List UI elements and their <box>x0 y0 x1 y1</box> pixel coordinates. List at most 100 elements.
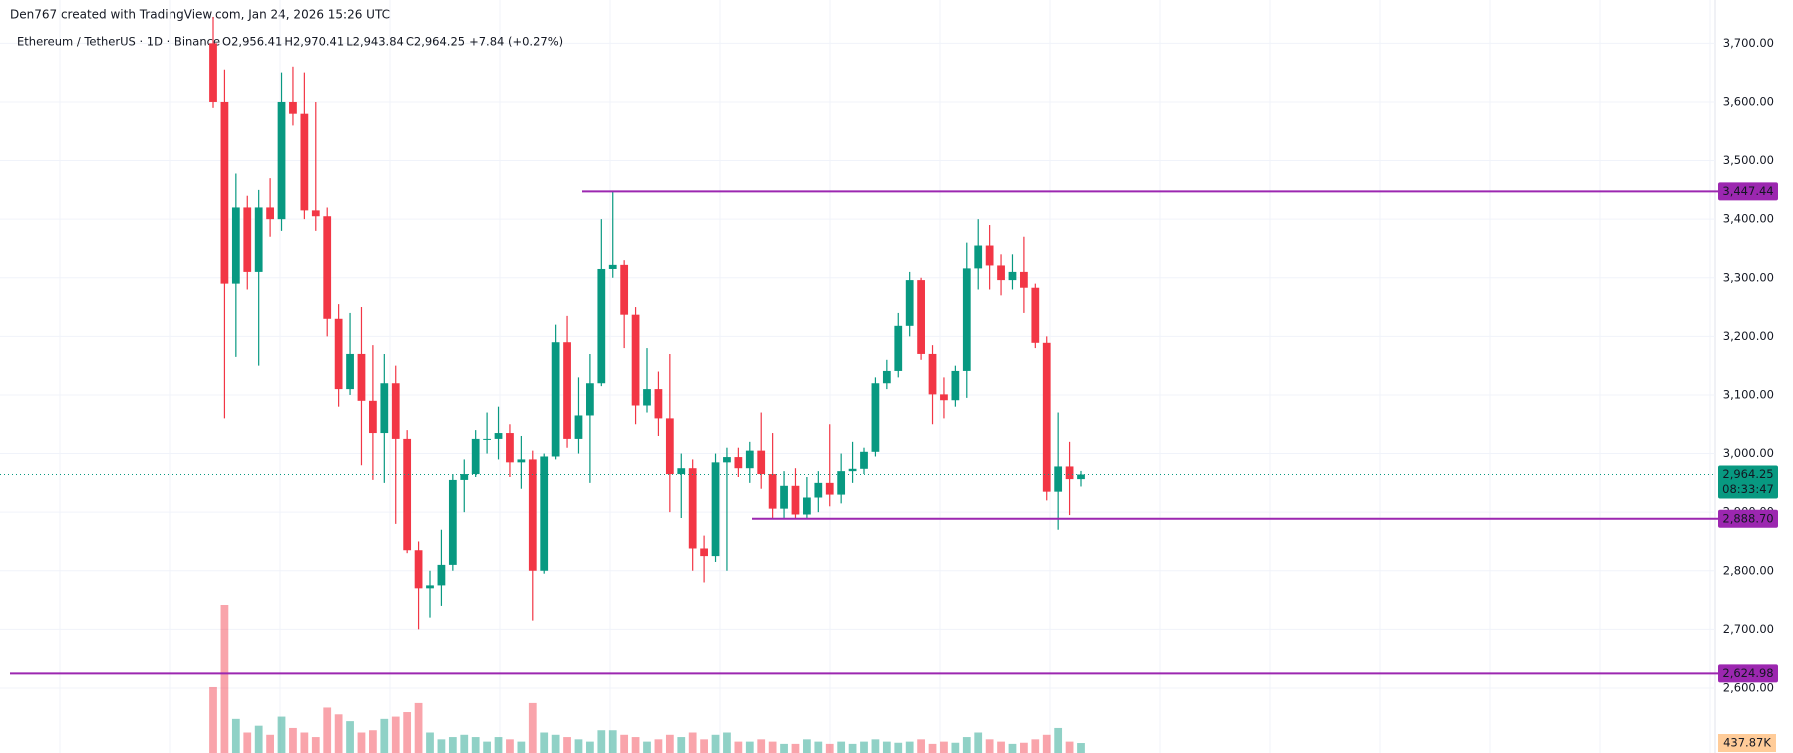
volume-bar <box>677 737 686 753</box>
candle-body <box>403 438 412 551</box>
volume-bar <box>586 741 594 753</box>
candle-body <box>631 314 640 406</box>
candle-body <box>928 353 937 395</box>
y-tick-label: 2,600.00 <box>1723 680 1774 694</box>
candle-body <box>643 389 651 406</box>
candle-body <box>677 468 686 475</box>
candle-body <box>586 383 594 416</box>
volume-bar <box>517 741 526 753</box>
candle-body <box>426 585 434 589</box>
y-tick-label: 3,100.00 <box>1723 387 1774 401</box>
volume-bar <box>391 716 400 753</box>
volume-bar <box>711 734 720 753</box>
volume-bar <box>780 743 788 753</box>
ohlc-value: 2,970.41 <box>293 35 344 49</box>
candle-body <box>597 268 606 384</box>
volume-bar <box>323 707 332 753</box>
candle-body <box>540 456 549 571</box>
candle-body <box>768 474 777 509</box>
volume-bar <box>734 741 743 753</box>
volume-bar <box>631 737 640 753</box>
volume-bar <box>860 741 868 753</box>
candle-body <box>369 400 377 434</box>
volume-bar <box>985 739 994 753</box>
candle-body <box>471 438 480 475</box>
candle-body <box>243 207 252 272</box>
volume-bar <box>974 732 983 753</box>
candle-body <box>894 325 903 371</box>
candle-body <box>665 418 674 475</box>
volume-bar <box>266 734 274 753</box>
volume-bar <box>1077 743 1085 753</box>
volume-bar <box>380 718 389 753</box>
volume-bar <box>803 739 811 753</box>
candle-body <box>289 101 297 114</box>
y-tick-label: 2,800.00 <box>1723 563 1774 577</box>
volume-bar <box>540 732 549 753</box>
volume-bar <box>962 737 971 753</box>
price-line-label-bg <box>1718 664 1778 683</box>
volume-bar <box>597 730 606 753</box>
volume-bar <box>506 739 514 753</box>
volume-bar <box>928 743 937 753</box>
volume-bar <box>723 732 731 753</box>
volume-bar <box>426 732 434 753</box>
candle-body <box>700 548 708 557</box>
y-tick-label: 3,300.00 <box>1723 270 1774 284</box>
volume-bar <box>882 741 891 753</box>
y-tick-label: 2,700.00 <box>1723 622 1774 636</box>
volume-bar <box>768 741 777 753</box>
volume-bar <box>643 741 651 753</box>
watermark: Den767 created with TradingView.com, Jan… <box>10 8 390 22</box>
y-tick-label: 3,200.00 <box>1723 329 1774 343</box>
volume-bar <box>1008 743 1017 753</box>
candle-body <box>483 438 491 440</box>
candle-body <box>574 415 583 439</box>
volume-bar <box>688 732 697 753</box>
volume-bar <box>231 718 240 753</box>
volume-bar <box>311 737 320 753</box>
volume-bar <box>1054 727 1063 753</box>
volume-bar <box>403 712 412 753</box>
y-tick-label: 3,000.00 <box>1723 446 1774 460</box>
candle-body <box>437 564 446 586</box>
candle-body <box>951 370 960 401</box>
y-tick-label: 3,500.00 <box>1723 153 1774 167</box>
volume-bar <box>791 743 800 753</box>
candle-body <box>334 318 343 390</box>
candle-body <box>654 389 663 419</box>
last-price-bg <box>1718 465 1778 499</box>
volume-bar <box>277 716 286 753</box>
change: +7.84 (+0.27%) <box>469 35 563 49</box>
volume-bar <box>620 734 629 753</box>
volume-bar <box>745 741 754 753</box>
candle-body <box>711 462 720 557</box>
candle-body <box>997 265 1005 281</box>
volume-bar <box>997 741 1005 753</box>
ohlc-key: O <box>222 35 231 49</box>
volume-bar <box>665 734 674 753</box>
candle-body <box>723 457 731 463</box>
candle-body <box>277 101 286 220</box>
volume-bar <box>654 739 663 753</box>
candle-body <box>1077 474 1085 480</box>
candle-body <box>460 474 469 480</box>
volume-bar <box>448 737 457 753</box>
candle-body <box>688 468 697 549</box>
candle-body <box>905 280 914 326</box>
candle-body <box>620 264 629 315</box>
candle-body <box>517 459 526 463</box>
candle-body <box>266 207 274 220</box>
volume-bar <box>483 741 491 753</box>
candle-body <box>848 468 857 472</box>
ohlc-value: 2,943.84 <box>353 35 404 49</box>
candle-body <box>791 485 800 515</box>
volume-bar <box>494 737 503 753</box>
candle-body <box>734 457 743 469</box>
candle-body <box>860 451 868 469</box>
ohlc-key: H <box>284 35 293 49</box>
candle-body <box>346 353 354 390</box>
volume-bar <box>837 741 846 753</box>
ohlc-key: L <box>346 35 353 49</box>
candle-body <box>494 433 503 439</box>
